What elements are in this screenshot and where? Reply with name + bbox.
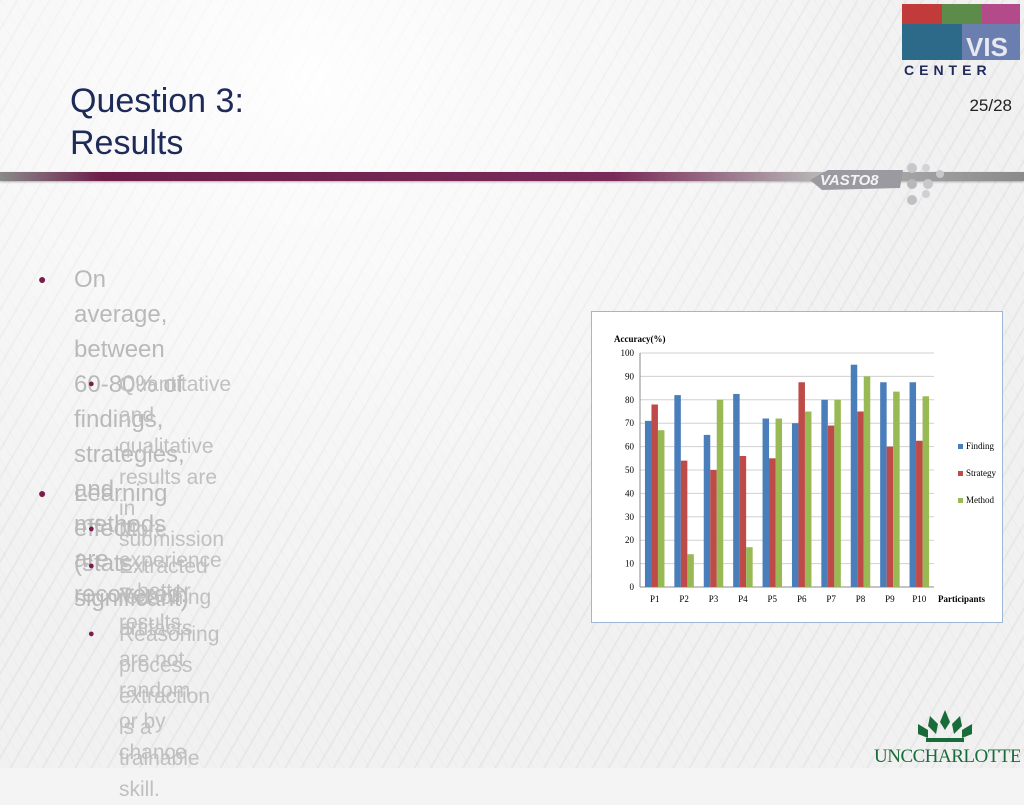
svg-text:VIS: VIS bbox=[966, 32, 1008, 62]
bullet-2-sub-3-line-2: trainable skill. bbox=[119, 747, 200, 801]
legend-label-method: Method bbox=[966, 495, 994, 505]
bullet-dot: ● bbox=[88, 378, 95, 390]
bullet-2-sub-3-line-1: Reasoning process extraction is a bbox=[119, 623, 220, 739]
title-line-1: Question 3: bbox=[70, 82, 244, 120]
bar-method-p8 bbox=[863, 376, 871, 587]
vis-center-logo: VIS CENTER bbox=[902, 4, 1020, 78]
bar-finding-p10 bbox=[909, 382, 917, 587]
bullet-1-line-3: recovered. bbox=[74, 581, 188, 608]
x-tick-label: P10 bbox=[912, 594, 927, 604]
bar-method-p3 bbox=[716, 399, 724, 587]
bullet-dot: ● bbox=[88, 523, 95, 535]
legend-label-strategy: Strategy bbox=[966, 468, 996, 478]
y-axis-label: Accuracy(%) bbox=[614, 334, 665, 344]
x-axis-label: Participants bbox=[938, 594, 985, 604]
bar-method-p10 bbox=[922, 396, 930, 587]
bar-method-p9 bbox=[893, 391, 900, 587]
x-tick-label: P5 bbox=[768, 594, 778, 604]
x-tick-label: P9 bbox=[885, 594, 895, 604]
bullet-dot: ● bbox=[38, 485, 47, 501]
bar-strategy-p7 bbox=[827, 425, 835, 587]
legend-swatch-strategy bbox=[958, 471, 963, 476]
header-divider bbox=[0, 172, 1024, 181]
bullet-1-line-2: findings, strategies, and methods are bbox=[74, 406, 185, 573]
bullet-2-sub-1-line-1: More experience = better results. bbox=[119, 518, 222, 634]
bar-strategy-p4 bbox=[739, 455, 747, 587]
x-tick-label: P8 bbox=[856, 594, 866, 604]
y-tick-label: 70 bbox=[625, 418, 635, 428]
vast08-logo: VASTO8 bbox=[810, 163, 944, 205]
bar-method-p5 bbox=[775, 418, 783, 587]
accuracy-chart-svg: 0 10 20 30 40 50 60 70 80 90 100 Accuracy(%) P1 P2 P3 P… bbox=[614, 334, 996, 604]
bar-method-p7 bbox=[834, 399, 841, 587]
bullet-dot: ● bbox=[38, 271, 47, 287]
bullet-2-sub-3: ● Reasoning process extraction is a trai… bbox=[88, 619, 219, 805]
unc-charlotte-logo: UNCCHARLOTTE bbox=[874, 710, 1020, 766]
x-tick-label: P7 bbox=[826, 594, 836, 604]
bullet-2-sub-1: ● More experience = better results. bbox=[88, 514, 222, 638]
bar-method-p1 bbox=[657, 430, 665, 587]
y-tick-label: 10 bbox=[625, 559, 635, 569]
bar-finding-p5 bbox=[762, 418, 770, 587]
legend-swatch-finding bbox=[958, 444, 963, 449]
bar-strategy-p6 bbox=[798, 382, 805, 587]
bar-finding-p9 bbox=[880, 382, 887, 587]
bar-strategy-p8 bbox=[857, 411, 864, 587]
bullet-1-sub-1-line-2: submission bbox=[119, 528, 225, 551]
y-tick-label: 20 bbox=[625, 535, 635, 545]
x-tick-label: P3 bbox=[709, 594, 719, 604]
y-tick-label: 100 bbox=[621, 348, 635, 358]
y-tick-label: 80 bbox=[625, 395, 635, 405]
bar-method-p6 bbox=[804, 411, 812, 587]
bar-finding-p3 bbox=[703, 434, 711, 587]
x-tick-label: P6 bbox=[797, 594, 807, 604]
y-tick-label: 60 bbox=[625, 442, 635, 452]
y-tick-label: 0 bbox=[630, 582, 635, 592]
bar-finding-p2 bbox=[674, 395, 681, 587]
bar-strategy-p5 bbox=[769, 458, 776, 587]
bullet-2: ● Learning effect: (stats. significant) bbox=[38, 476, 189, 616]
x-tick-label: P4 bbox=[738, 594, 748, 604]
bullet-dot: ● bbox=[88, 560, 95, 572]
bar-finding-p6 bbox=[791, 423, 799, 587]
bar-strategy-p1 bbox=[651, 404, 658, 587]
bar-finding-p4 bbox=[733, 393, 740, 587]
bar-method-p4 bbox=[746, 547, 753, 587]
bar-finding-p7 bbox=[821, 399, 828, 587]
unc-charlotte-text: UNCCHARLOTTE bbox=[874, 746, 1020, 766]
bar-finding-p1 bbox=[644, 420, 652, 587]
title-line-2: Results bbox=[70, 124, 184, 162]
bullet-2-line-1: Learning effect: (stats. significant) bbox=[74, 480, 189, 612]
legend-swatch-method bbox=[958, 498, 963, 503]
bullet-1-sub-1: ● Quantitative and qualitative results a… bbox=[88, 369, 231, 555]
bullet-2-sub-2: ● Extracted reasoning artifacts are not … bbox=[88, 551, 211, 768]
bar-finding-p8 bbox=[850, 364, 858, 587]
bullet-1: ● On average, between 60-80% of findings… bbox=[38, 262, 187, 612]
y-tick-label: 40 bbox=[625, 488, 635, 498]
bullet-2-sub-2-line-1: Extracted reasoning artifacts are not bbox=[119, 555, 212, 671]
bar-method-p2 bbox=[687, 554, 694, 587]
svg-text:VASTO8: VASTO8 bbox=[820, 172, 879, 189]
bar-strategy-p10 bbox=[916, 440, 923, 587]
y-tick-label: 30 bbox=[625, 512, 635, 522]
bar-strategy-p9 bbox=[886, 446, 894, 587]
slide-title: Question 3: Results bbox=[70, 80, 244, 164]
x-tick-label: P2 bbox=[679, 594, 689, 604]
bullet-dot: ● bbox=[88, 628, 95, 640]
bullet-2-sub-2-line-2: random or by chance. bbox=[119, 679, 193, 764]
legend-label-finding: Finding bbox=[966, 441, 995, 451]
bar-strategy-p3 bbox=[710, 470, 717, 587]
vis-center-text: CENTER bbox=[904, 62, 992, 78]
y-tick-label: 90 bbox=[625, 371, 635, 381]
accuracy-chart: 0 10 20 30 40 50 60 70 80 90 100 Accuracy(%) P1 P2 P3 P… bbox=[591, 311, 1003, 623]
y-tick-label: 50 bbox=[625, 465, 635, 475]
bullet-1-sub-1-line-1: Quantitative and qualitative results are… bbox=[119, 373, 232, 520]
x-tick-label: P1 bbox=[650, 594, 660, 604]
bar-strategy-p2 bbox=[680, 460, 688, 587]
bullet-1-line-1: On average, between 60-80% of bbox=[74, 266, 184, 398]
slide-number: 25/28 bbox=[969, 96, 1012, 115]
